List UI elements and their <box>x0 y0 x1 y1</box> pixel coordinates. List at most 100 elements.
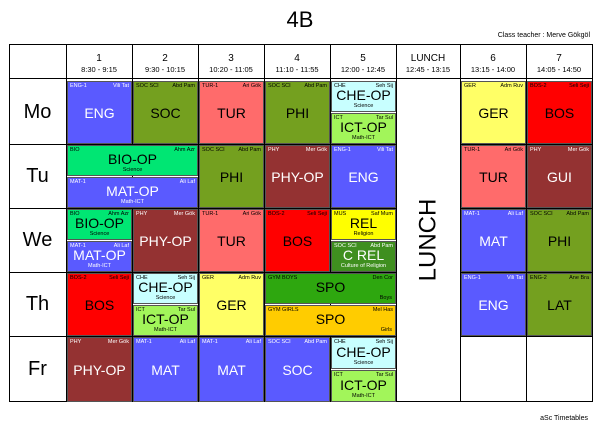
lesson-cell[interactable]: TUR-1 Ari Gök TUR <box>199 81 264 144</box>
lesson-cell[interactable]: SOC SCI Abd Pam SOC <box>133 81 198 144</box>
lesson-cell[interactable]: BIO Ahm Azr BIO-OP Science <box>67 145 198 176</box>
grid-line <box>526 44 527 402</box>
lesson-cell[interactable]: CHE Seh Sij CHE-OP Science <box>331 337 396 369</box>
lesson-cell[interactable]: SOC SCI Abd Pam PHI <box>265 81 330 144</box>
lesson-teacher: Ari Gök <box>242 83 261 89</box>
lesson-cell[interactable]: CHE Seh Sij CHE-OP Science <box>133 273 198 304</box>
period-header: 1 8:30 - 9:15 <box>66 53 132 75</box>
lesson-cell[interactable]: MAT-1 Ali Laf MAT <box>199 337 264 402</box>
lesson-teacher: Mer Gök <box>305 147 327 153</box>
lesson-cell[interactable]: GER Adm Ruv GER <box>461 81 526 144</box>
lesson-subject: BOS <box>282 233 313 249</box>
grid-line <box>9 144 396 145</box>
lesson-group: Religion <box>353 231 374 237</box>
lesson-cell[interactable]: ICT Tar Sul ICT-OP Math-ICT <box>331 113 396 144</box>
lesson-teacher: Ahm Azr <box>174 147 195 153</box>
lesson-teacher: Abd Pam <box>304 83 327 89</box>
lesson-cell[interactable]: ICT Tar Sul ICT-OP Math-ICT <box>331 370 396 402</box>
lesson-teacher: Seh Sij <box>375 83 393 89</box>
lesson-subject: ENG <box>478 297 509 313</box>
lesson-code: BOS-2 <box>268 211 285 217</box>
grid-line <box>592 44 593 402</box>
lesson-cell[interactable]: ENG-2 Ane Bra LAT <box>527 273 592 336</box>
period-time: 12:45 - 13:15 <box>405 65 451 74</box>
lesson-code: GER <box>202 275 214 281</box>
lesson-cell[interactable]: GYM GIRLS Mel Has SPO Girls <box>265 305 396 336</box>
lesson-teacher: Vili Tat <box>376 147 393 153</box>
lesson-cell[interactable]: BOS-2 Seli Seji BOS <box>265 209 330 272</box>
lesson-cell[interactable]: TUR-1 Ari Gök TUR <box>461 145 526 208</box>
lesson-cell[interactable]: MAT-1 Ali Laf MAT-OP Math-ICT <box>67 177 198 208</box>
lesson-group: Math-ICT <box>88 263 111 269</box>
lesson-subject: GER <box>216 297 247 313</box>
lesson-cell[interactable]: BOS-2 Seli Seji BOS <box>67 273 132 336</box>
lesson-cell[interactable]: SOC SCI Abd Pam PHI <box>527 209 592 272</box>
day-label: Fr <box>28 357 47 380</box>
lesson-teacher: Ali Laf <box>179 179 195 185</box>
lesson-cell[interactable]: MUS Saf Mum REL Religion <box>331 209 396 240</box>
lesson-cell[interactable]: PHY Mer Gök PHY-OP <box>265 145 330 208</box>
lunch-band: LUNCH <box>396 78 460 401</box>
lesson-cell[interactable]: ENG-1 Vili Tat ENG <box>67 81 132 144</box>
period-header: LUNCH 12:45 - 13:15 <box>396 53 460 75</box>
lesson-teacher: Mel Has <box>372 307 393 313</box>
lesson-cell[interactable]: SOC SCI Abd Pam PHI <box>199 145 264 208</box>
timetable-title: 4B <box>286 7 314 32</box>
lesson-cell[interactable]: BOS-2 Seli Seji BOS <box>527 81 592 144</box>
lesson-cell[interactable]: GER Adm Ruv GER <box>199 273 264 336</box>
period-time: 13:15 - 14:00 <box>470 65 516 74</box>
lesson-cell[interactable]: PHY Mer Gök PHY-OP <box>133 209 198 272</box>
lesson-code: ICT <box>334 115 343 121</box>
lesson-teacher: Mer Gök <box>173 211 195 217</box>
lesson-code: ENG-1 <box>334 147 351 153</box>
lesson-teacher: Ari Gök <box>242 211 261 217</box>
lesson-cell[interactable]: MAT-1 Ali Laf MAT-OP Math-ICT <box>67 241 132 272</box>
lesson-subject: LAT <box>547 297 572 313</box>
lesson-cell[interactable]: MAT-1 Ali Laf MAT <box>461 209 526 272</box>
lesson-code: ICT <box>334 372 343 378</box>
lesson-cell[interactable]: GYM BOYS Den Cor SPO Boys <box>265 273 396 304</box>
grid-line <box>198 44 199 402</box>
lesson-code: TUR-1 <box>202 211 219 217</box>
lesson-cell[interactable]: BIO Ahm Azr BIO-OP Science <box>67 209 132 240</box>
lesson-cell[interactable]: SOC SCI Abd Pam C REL Culture of Religion <box>331 241 396 272</box>
grid-line <box>460 208 593 209</box>
lesson-subject: MAT <box>479 233 508 249</box>
lesson-subject: ICT-OP <box>142 311 189 327</box>
day-label: Mo <box>23 100 52 123</box>
lesson-teacher: Abd Pam <box>172 83 195 89</box>
lesson-subject: GUI <box>547 169 572 185</box>
lesson-subject: REL <box>349 215 378 231</box>
lesson-cell[interactable]: ENG-1 Vili Tat ENG <box>461 273 526 336</box>
lesson-group: Science <box>122 167 143 173</box>
period-header: 7 14:05 - 14:50 <box>526 53 592 75</box>
period-number: 7 <box>556 53 562 64</box>
lesson-teacher: Tar Sul <box>375 372 393 378</box>
period-time: 9:30 - 10:15 <box>144 65 186 74</box>
lesson-code: ENG-2 <box>530 275 547 281</box>
lesson-cell[interactable]: TUR-1 Ari Gök TUR <box>199 209 264 272</box>
lesson-cell[interactable]: ICT Tar Sul ICT-OP Math-ICT <box>133 305 198 336</box>
lesson-subject: TUR <box>217 233 246 249</box>
lesson-cell[interactable]: PHY Mer Gök PHY-OP <box>67 337 132 402</box>
grid-line <box>9 44 10 402</box>
lesson-cell[interactable]: ENG-1 Vili Tat ENG <box>331 145 396 208</box>
lesson-cell[interactable]: SOC SCI Abd Pam SOC <box>265 337 330 402</box>
lesson-cell[interactable]: MAT-1 Ali Laf MAT <box>133 337 198 402</box>
period-time: 8:30 - 9:15 <box>81 65 117 74</box>
lesson-code: ENG-1 <box>464 275 481 281</box>
lesson-subject: PHI <box>547 233 572 249</box>
lesson-code: BOS-2 <box>70 275 87 281</box>
lesson-teacher: Seh Sij <box>177 275 195 281</box>
lesson-subject: CHE-OP <box>336 87 391 103</box>
grid-line <box>460 336 593 337</box>
lesson-cell[interactable]: CHE Seh Sij CHE-OP Science <box>331 81 396 112</box>
lesson-teacher: Abd Pam <box>304 339 327 345</box>
grid-line <box>330 44 331 402</box>
lesson-teacher: Mer Gök <box>567 147 589 153</box>
period-number: 1 <box>96 53 102 64</box>
grid-line <box>396 44 397 402</box>
lesson-cell[interactable]: PHY Mer Gök GUI <box>527 145 592 208</box>
lesson-subject: SOC <box>150 105 181 121</box>
grid-line <box>460 44 461 402</box>
